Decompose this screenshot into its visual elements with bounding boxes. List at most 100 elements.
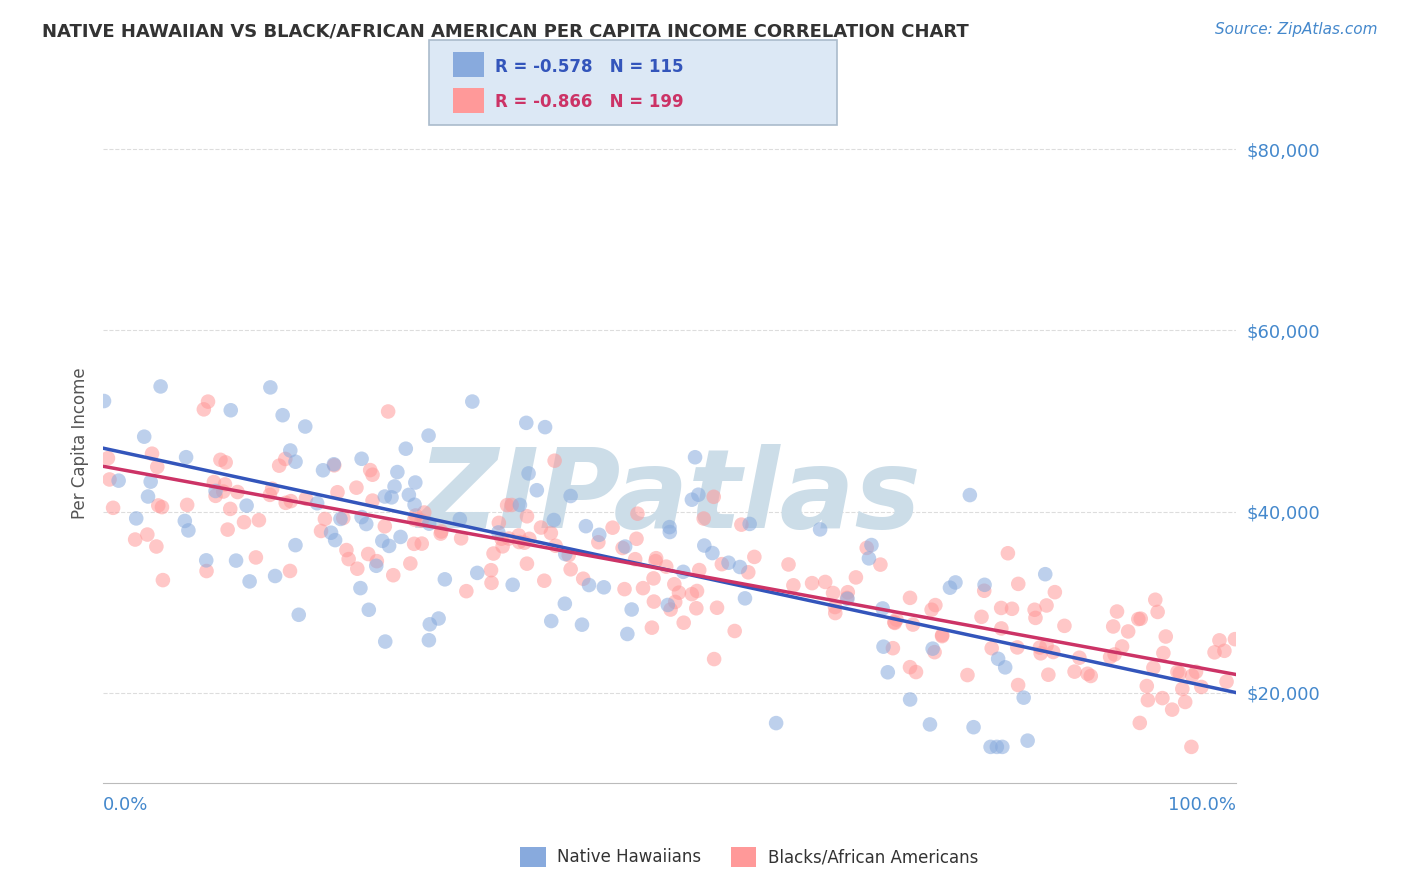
Point bbox=[1166, 665, 1188, 679]
Point bbox=[544, 539, 567, 553]
Point bbox=[323, 458, 346, 473]
Point bbox=[314, 512, 336, 526]
Point bbox=[101, 500, 124, 515]
Point bbox=[1129, 715, 1152, 730]
Point bbox=[1024, 611, 1046, 625]
Point bbox=[204, 483, 226, 498]
Point bbox=[688, 563, 710, 577]
Point bbox=[876, 665, 898, 680]
Point bbox=[245, 550, 267, 565]
Point bbox=[219, 403, 242, 417]
Point bbox=[973, 583, 995, 598]
Point bbox=[886, 613, 908, 627]
Point bbox=[214, 477, 236, 491]
Point bbox=[209, 452, 232, 467]
Point bbox=[346, 481, 368, 495]
Point bbox=[346, 562, 368, 576]
Point bbox=[1223, 632, 1246, 647]
Point bbox=[588, 528, 610, 542]
Point bbox=[146, 459, 169, 474]
Point bbox=[461, 394, 484, 409]
Point bbox=[377, 404, 399, 418]
Point bbox=[837, 591, 859, 606]
Point bbox=[702, 546, 724, 560]
Point bbox=[323, 533, 346, 548]
Point bbox=[97, 451, 120, 466]
Point bbox=[693, 539, 716, 553]
Point bbox=[1152, 646, 1174, 660]
Point bbox=[247, 513, 270, 527]
Point bbox=[374, 634, 396, 648]
Point bbox=[98, 473, 121, 487]
Point bbox=[309, 524, 332, 538]
Point bbox=[956, 668, 979, 682]
Point bbox=[1146, 605, 1168, 619]
Point bbox=[1007, 577, 1029, 591]
Point bbox=[869, 558, 891, 572]
Point bbox=[724, 624, 747, 638]
Point bbox=[498, 532, 520, 546]
Point bbox=[482, 547, 505, 561]
Point bbox=[226, 485, 249, 500]
Point bbox=[404, 475, 426, 490]
Point bbox=[361, 493, 384, 508]
Point bbox=[1154, 630, 1177, 644]
Point bbox=[1042, 645, 1064, 659]
Text: 100.0%: 100.0% bbox=[1168, 797, 1236, 814]
Point bbox=[990, 622, 1012, 636]
Point bbox=[429, 526, 451, 541]
Point bbox=[1116, 624, 1139, 639]
Point bbox=[588, 535, 610, 549]
Point bbox=[560, 562, 582, 576]
Point bbox=[554, 547, 576, 561]
Point bbox=[384, 479, 406, 493]
Point bbox=[517, 532, 540, 546]
Point bbox=[479, 563, 502, 577]
Point bbox=[427, 611, 450, 625]
Point bbox=[1105, 605, 1128, 619]
Point bbox=[1185, 665, 1208, 679]
Point bbox=[411, 514, 433, 528]
Point bbox=[1033, 567, 1056, 582]
Point bbox=[357, 603, 380, 617]
Point bbox=[578, 578, 600, 592]
Point bbox=[728, 560, 751, 574]
Point bbox=[686, 584, 709, 599]
Point bbox=[395, 442, 418, 456]
Point bbox=[337, 552, 360, 566]
Point bbox=[378, 539, 401, 553]
Point bbox=[195, 564, 218, 578]
Point bbox=[486, 525, 509, 540]
Point bbox=[387, 465, 409, 479]
Point bbox=[1007, 678, 1029, 692]
Point bbox=[1063, 665, 1085, 679]
Point bbox=[1076, 666, 1098, 681]
Point bbox=[366, 558, 388, 573]
Point bbox=[991, 739, 1014, 754]
Point bbox=[883, 615, 905, 630]
Point bbox=[703, 490, 725, 504]
Point bbox=[1215, 674, 1237, 689]
Point bbox=[668, 585, 690, 599]
Point bbox=[924, 645, 946, 659]
Point bbox=[322, 457, 344, 471]
Point bbox=[765, 716, 787, 731]
Point bbox=[575, 519, 598, 533]
Point bbox=[125, 511, 148, 525]
Point bbox=[717, 556, 740, 570]
Point bbox=[860, 538, 883, 552]
Point bbox=[837, 585, 859, 599]
Point bbox=[530, 520, 553, 534]
Point bbox=[148, 499, 170, 513]
Point bbox=[659, 602, 682, 616]
Point bbox=[681, 587, 703, 601]
Point bbox=[433, 572, 456, 586]
Text: 0.0%: 0.0% bbox=[103, 797, 149, 814]
Point bbox=[284, 455, 307, 469]
Point bbox=[271, 408, 294, 422]
Point bbox=[1136, 693, 1159, 707]
Point bbox=[350, 510, 373, 524]
Point bbox=[295, 491, 318, 506]
Point bbox=[554, 597, 576, 611]
Point bbox=[219, 502, 242, 516]
